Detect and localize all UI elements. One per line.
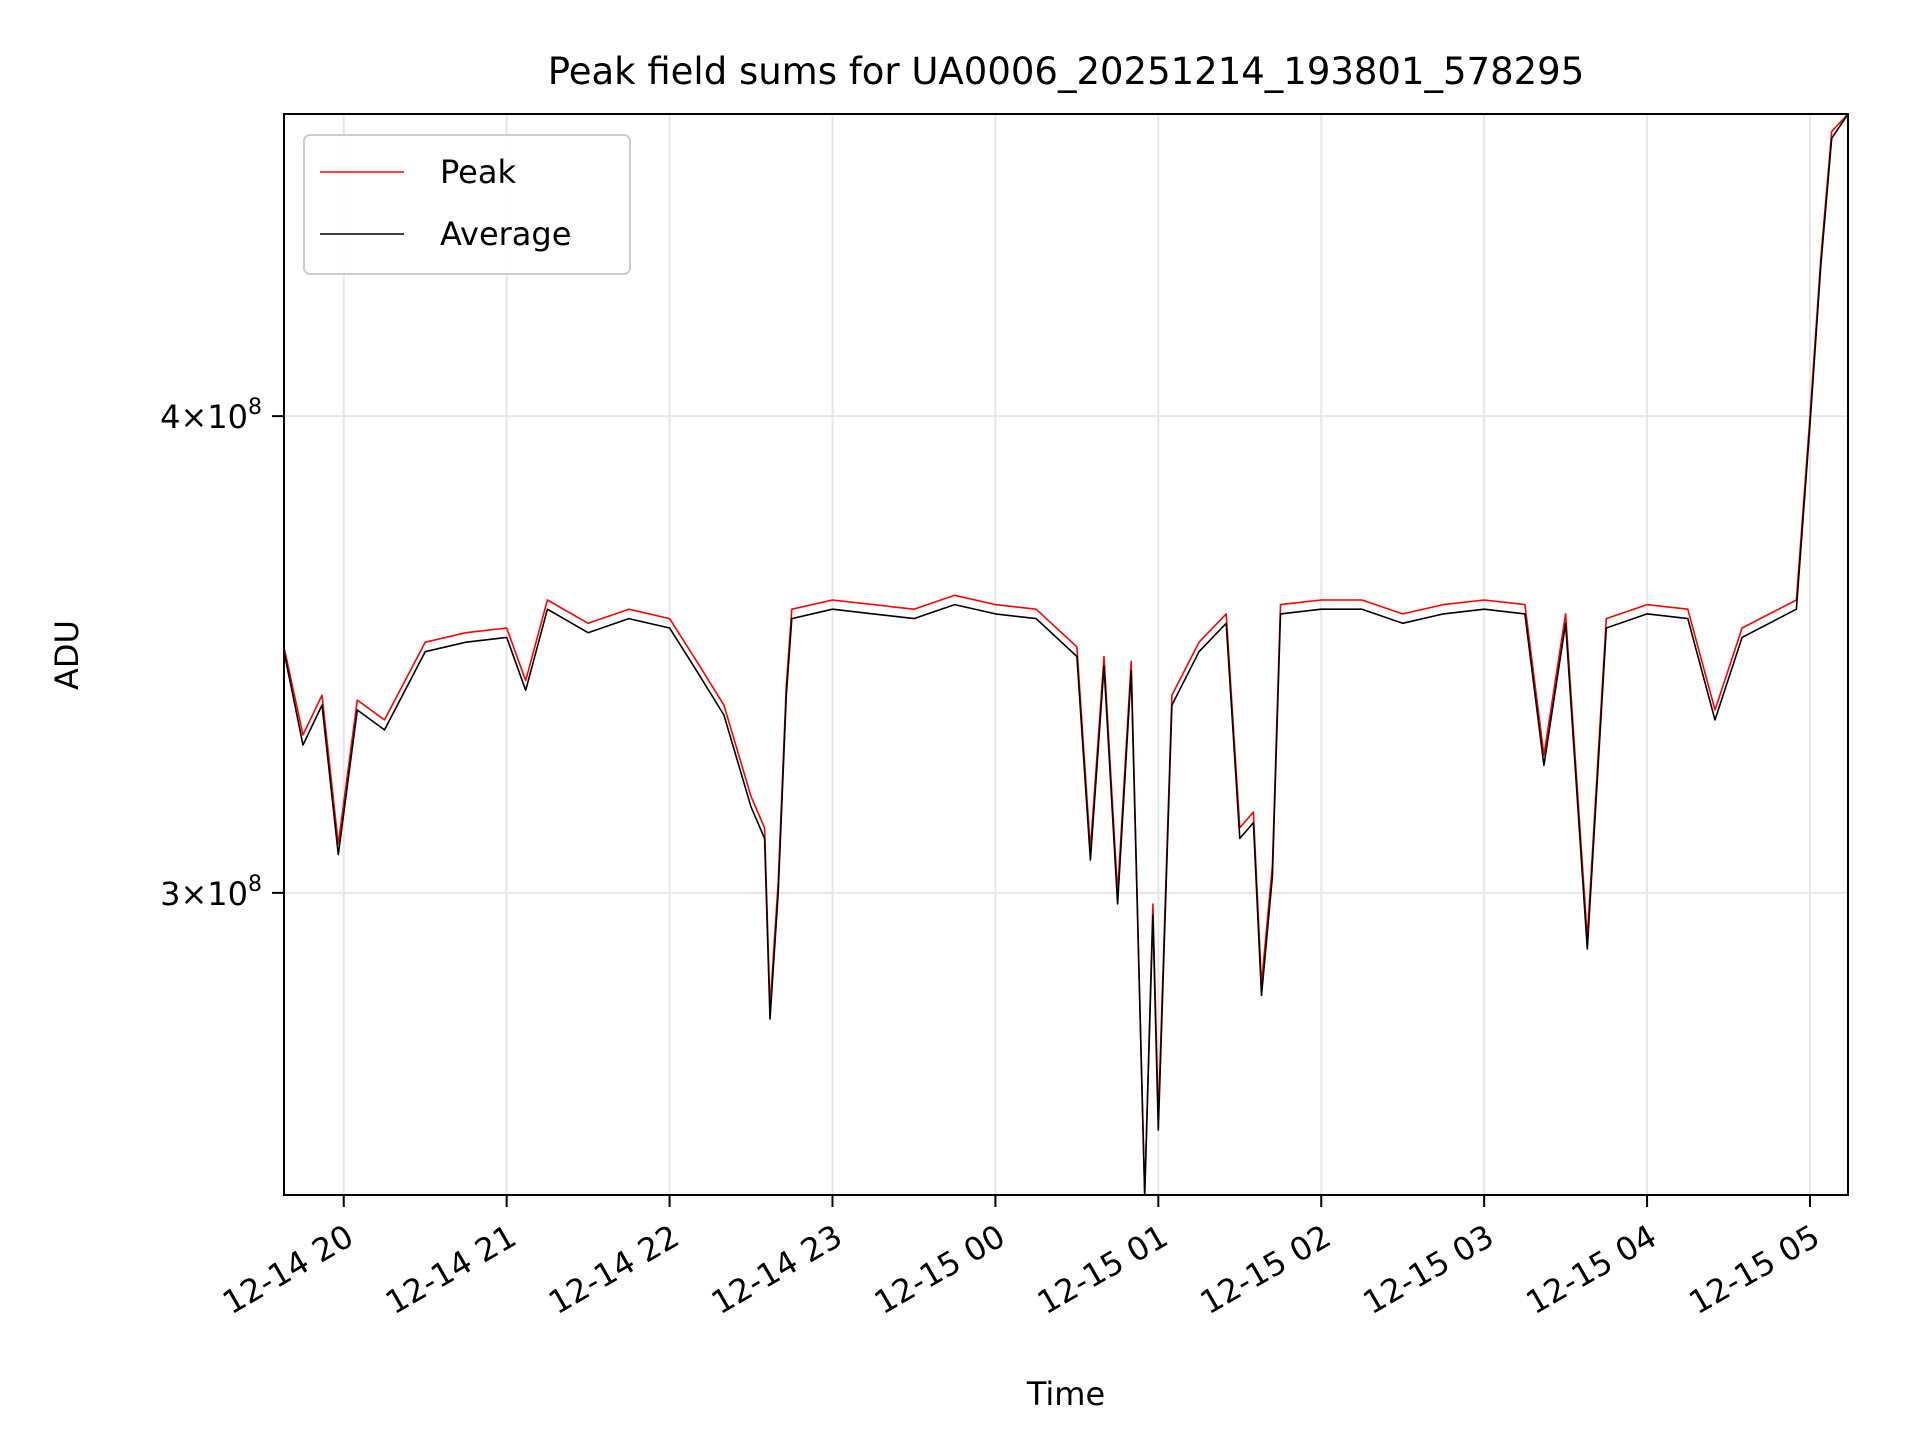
series-line-average xyxy=(283,113,1849,1196)
chart-title: Peak field sums for UA0006_20251214_1938… xyxy=(548,50,1585,93)
legend-label-average: Average xyxy=(440,215,571,253)
series-layer xyxy=(283,113,1849,1196)
y-tick-label: 4×108 xyxy=(160,395,262,436)
x-axis-label: Time xyxy=(1026,1375,1105,1413)
legend: Peak Average xyxy=(303,134,631,275)
y-axis-label: ADU xyxy=(48,620,86,690)
legend-box xyxy=(303,134,631,275)
plot-frame xyxy=(283,113,1849,1196)
grid-lines xyxy=(284,114,1848,1195)
legend-label-peak: Peak xyxy=(440,153,516,191)
y-axis: 3×108 4×108 xyxy=(160,395,284,913)
y-tick-label: 3×108 xyxy=(160,872,262,913)
